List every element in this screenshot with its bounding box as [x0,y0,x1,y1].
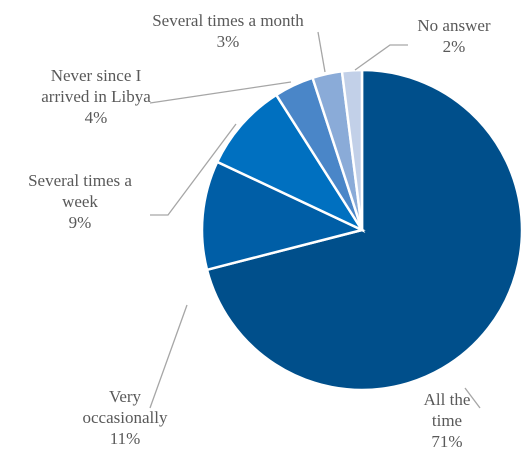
slice-label-1: All the time 71% [424,390,471,451]
pie-slice-2 [200,160,366,272]
slice-label-6: No answer 2% [417,16,491,56]
leader-line-3 [150,123,237,216]
slice-value-label: 11% [110,429,141,448]
slice-name-line: occasionally [83,408,168,427]
slice-name-line: time [432,411,462,430]
slice-name-line: Never since I [51,66,142,85]
leader-line-1 [464,387,481,409]
pie-slice-6 [340,68,364,231]
slice-value-label: 4% [85,108,108,127]
slice-label-3: Several times a week 9% [28,171,132,232]
leader-line-5 [317,31,326,73]
slice-name-line: Very [109,387,142,406]
slice-value-label: 9% [69,213,92,232]
slice-value-label: 2% [443,37,466,56]
slice-label-4: Never since I arrived in Libya 4% [41,66,151,127]
slice-value-label: 3% [217,32,240,51]
slice-name-line: Several times a month [152,11,304,30]
pie-slices [200,68,523,392]
leader-line-6 [354,44,408,71]
slice-name-line: week [62,192,98,211]
slice-name-line: Several times a [28,171,132,190]
slice-value-label: 71% [431,432,462,451]
pie-slice-3 [215,93,366,233]
slice-name-line: No answer [417,16,491,35]
slice-labels: All the time 71% Very occasionally 11% Several… [28,11,491,451]
slice-label-5: Several times a month 3% [152,11,304,51]
leader-lines [149,31,481,409]
leader-line-4 [149,81,292,104]
slice-label-2: Very occasionally 11% [83,387,168,448]
leader-line-2 [149,304,188,409]
slice-name-line: All the [424,390,471,409]
slice-name-line: arrived in Libya [41,87,151,106]
